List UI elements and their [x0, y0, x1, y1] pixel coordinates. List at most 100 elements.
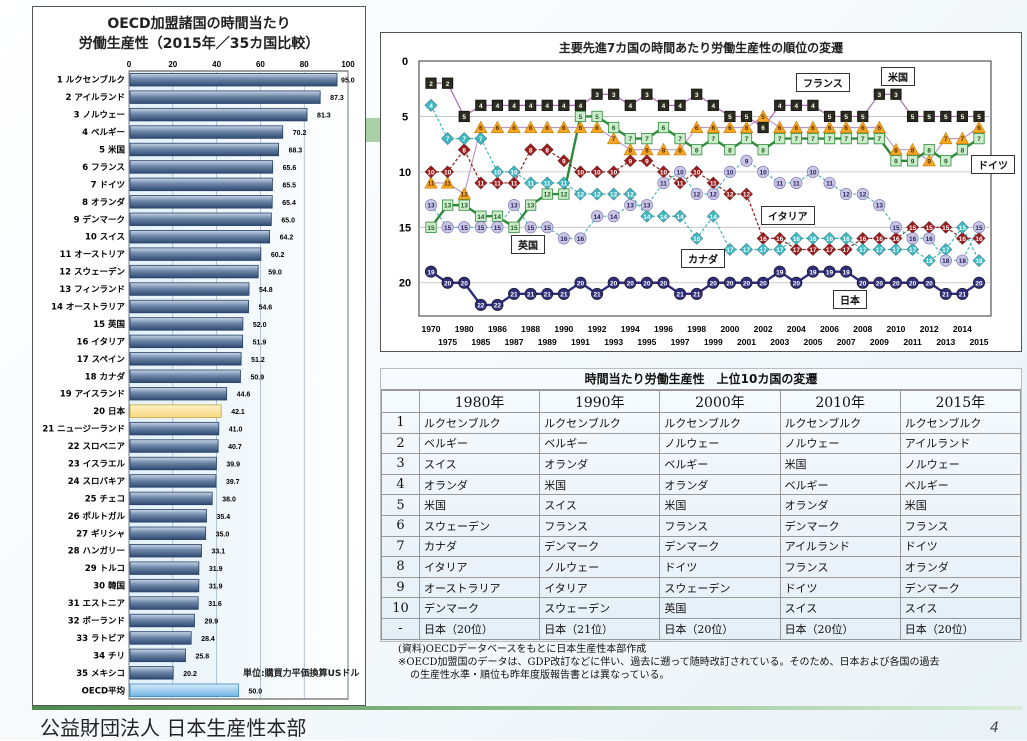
point-italy: 10	[690, 165, 704, 179]
point-label: 20	[975, 280, 983, 287]
x-tick-label: 2011	[903, 337, 922, 347]
point-france: 6	[540, 120, 554, 134]
point-canada: 17	[740, 242, 753, 256]
point-label: 5	[911, 114, 915, 121]
label-canada: カナダ	[681, 249, 725, 268]
point-label: 16	[876, 236, 884, 243]
point-label: 18	[942, 258, 950, 265]
point-italy: 11	[507, 176, 521, 190]
value-label: 68.3	[289, 148, 303, 155]
bar	[129, 73, 338, 87]
bar	[129, 509, 207, 523]
point-france: 6	[689, 120, 704, 134]
point-label: 16	[776, 236, 784, 243]
x-tick-label: 1999	[704, 337, 723, 347]
point-label: 7	[446, 136, 450, 143]
value-label: 60.2	[271, 252, 285, 259]
country-cell: 日本（20位）	[659, 617, 781, 640]
point-germany: 7	[973, 133, 985, 145]
category-label: 4 ベルギー	[82, 127, 125, 138]
country-cell: ベルギー	[539, 432, 661, 455]
point-label: 6	[778, 125, 782, 132]
point-label: 11	[793, 181, 800, 188]
point-uk: 12	[690, 188, 703, 201]
point-germany: 9	[890, 155, 902, 167]
bar	[129, 456, 217, 471]
point-japan: 20	[906, 276, 919, 289]
x-tick-label: 2000	[720, 324, 739, 334]
country-cell: 日本（21位）	[539, 617, 661, 640]
country-cell: ドイツ	[659, 556, 781, 578]
point-germany: 7	[857, 133, 869, 145]
point-italy: 12	[740, 187, 753, 201]
point-label: 20	[892, 280, 900, 287]
series-line-uk	[430, 160, 980, 262]
point-label: 10	[726, 169, 734, 176]
point-label: 15	[975, 225, 983, 232]
x-tick-label: 1995	[637, 337, 656, 347]
point-label: 7	[828, 136, 832, 143]
x-tick-label: 1994	[621, 324, 640, 334]
point-usa: 4	[774, 99, 786, 111]
value-label: 65.6	[283, 165, 297, 172]
value-label: 52.0	[253, 322, 267, 329]
point-japan: 21	[674, 287, 687, 300]
point-germany: 14	[491, 210, 504, 222]
country-cell: アイルランド	[899, 432, 1022, 455]
value-label: 31.9	[209, 566, 223, 573]
point-label: 16	[760, 236, 768, 243]
point-italy: 10	[573, 165, 587, 179]
bar	[129, 107, 308, 122]
point-germany: 8	[757, 144, 769, 156]
point-label: 6	[529, 125, 533, 132]
point-uk: 10	[757, 165, 770, 178]
point-label: 9	[911, 158, 915, 165]
point-germany: 7	[641, 133, 653, 145]
x-tick-label: 0	[127, 60, 132, 69]
category-label: 28 ハンガリー	[68, 546, 125, 557]
point-label: 21	[593, 291, 601, 298]
country-cell: オランダ	[779, 494, 901, 516]
category-label: 14 オーストラリア	[51, 303, 125, 313]
point-usa: 4	[558, 99, 570, 111]
table-row: - 日本（20位） 日本（21位） 日本（20位） 日本（20位） 日本（20位）	[381, 617, 1022, 640]
point-label: 7	[678, 136, 682, 143]
point-canada: 14	[706, 209, 720, 223]
point-canada: 11	[557, 176, 571, 190]
point-label: 8	[894, 147, 898, 154]
point-germany: 13	[442, 199, 454, 211]
point-germany: 8	[923, 144, 935, 156]
point-label: 3	[878, 92, 882, 99]
point-italy: 12	[723, 187, 737, 201]
point-france: 9	[922, 153, 936, 167]
point-label: 6	[811, 125, 815, 132]
bar	[129, 247, 262, 261]
point-label: 20	[909, 280, 917, 287]
notes: (資料)OECDデータベースをもとに日本生産性本部作成 ※OECD加盟国のデータ…	[398, 643, 939, 682]
point-label: 5	[745, 114, 749, 121]
point-label: 13	[643, 203, 651, 210]
rank-cell: 9	[381, 576, 420, 599]
point-uk: 18	[956, 254, 969, 267]
point-japan: 19	[823, 265, 836, 278]
category-label: 29 トルコ	[85, 564, 125, 574]
point-france: 6	[723, 120, 737, 134]
bar	[129, 596, 199, 610]
point-italy: 9	[557, 154, 571, 168]
point-italy: 17	[789, 242, 803, 256]
point-label: 12	[843, 192, 851, 199]
country-cell: オランダ	[418, 473, 541, 496]
label-usa: 米国	[881, 67, 915, 86]
category-label: 27 ギリシャ	[76, 528, 125, 539]
country-cell: ノルウェー	[899, 453, 1022, 475]
point-label: 21	[676, 291, 684, 298]
point-uk: 14	[591, 210, 604, 223]
point-germany: 7	[807, 133, 819, 145]
point-label: 4	[512, 103, 516, 110]
category-label: 19 アイスランド	[60, 390, 125, 400]
point-label: 16	[577, 236, 585, 243]
point-germany: 7	[740, 133, 753, 145]
point-label: 13	[876, 203, 884, 210]
value-label: 35.4	[217, 514, 231, 521]
bar	[129, 282, 250, 296]
